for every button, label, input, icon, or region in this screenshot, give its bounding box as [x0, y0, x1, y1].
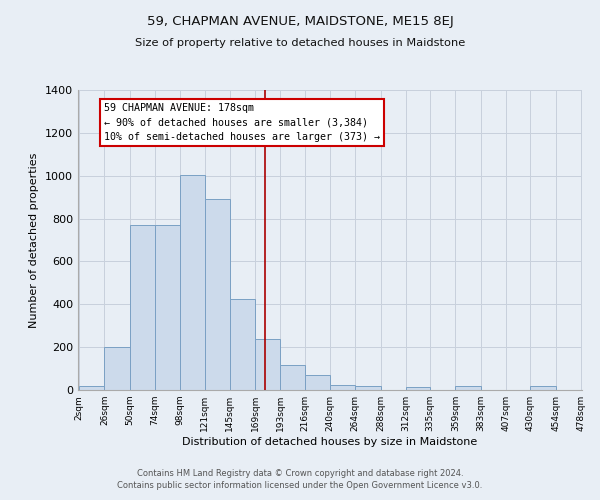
Bar: [180, 174, 205, 390]
Bar: [280, 366, 305, 390]
X-axis label: Distribution of detached houses by size in Maidstone: Distribution of detached houses by size …: [182, 437, 478, 447]
Text: Contains HM Land Registry data © Crown copyright and database right 2024.: Contains HM Land Registry data © Crown c…: [137, 468, 463, 477]
Bar: [230, 299, 255, 390]
Bar: [205, 200, 230, 390]
Text: 59 CHAPMAN AVENUE: 178sqm
← 90% of detached houses are smaller (3,384)
10% of se: 59 CHAPMAN AVENUE: 178sqm ← 90% of detac…: [104, 103, 380, 142]
Bar: [455, 386, 481, 390]
Bar: [155, 225, 180, 390]
Bar: [255, 338, 280, 390]
Text: Contains public sector information licensed under the Open Government Licence v3: Contains public sector information licen…: [118, 481, 482, 490]
Text: 59, CHAPMAN AVENUE, MAIDSTONE, ME15 8EJ: 59, CHAPMAN AVENUE, MAIDSTONE, ME15 8EJ: [146, 15, 454, 28]
Bar: [130, 225, 155, 390]
Bar: [330, 384, 355, 390]
Bar: [355, 386, 380, 390]
Bar: [530, 386, 556, 390]
Bar: [406, 387, 430, 390]
Bar: [305, 375, 330, 390]
Bar: [104, 347, 130, 390]
Bar: [79, 386, 104, 390]
Text: Size of property relative to detached houses in Maidstone: Size of property relative to detached ho…: [135, 38, 465, 48]
Y-axis label: Number of detached properties: Number of detached properties: [29, 152, 40, 328]
